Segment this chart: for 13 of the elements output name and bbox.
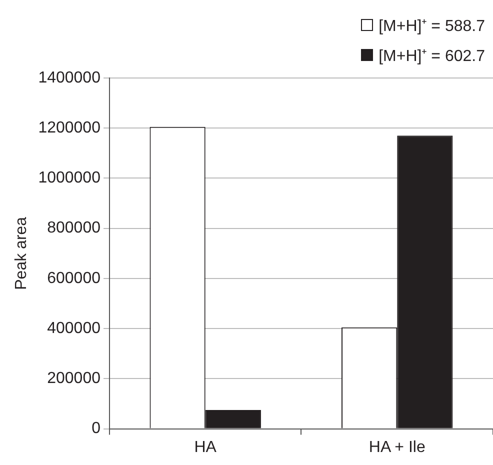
- y-tick-label: 400000: [47, 320, 101, 337]
- y-tick-label: 1200000: [38, 120, 101, 137]
- y-axis-title: Peak area: [13, 216, 30, 290]
- x-tick-label: HA + Ile: [368, 438, 426, 456]
- y-tick-label: 0: [92, 420, 101, 438]
- legend-label: [M+H]⁺ = 602.7: [378, 47, 485, 66]
- y-tick-label: 1400000: [38, 69, 101, 86]
- legend-label: [M+H]⁺ = 588.7: [378, 17, 485, 36]
- y-tick-label: 1000000: [38, 170, 101, 187]
- y-tick-label: 800000: [47, 220, 101, 237]
- y-tick-label: 200000: [47, 370, 101, 388]
- x-tick-label: HA: [194, 438, 217, 456]
- y-tick-label: 600000: [47, 270, 101, 287]
